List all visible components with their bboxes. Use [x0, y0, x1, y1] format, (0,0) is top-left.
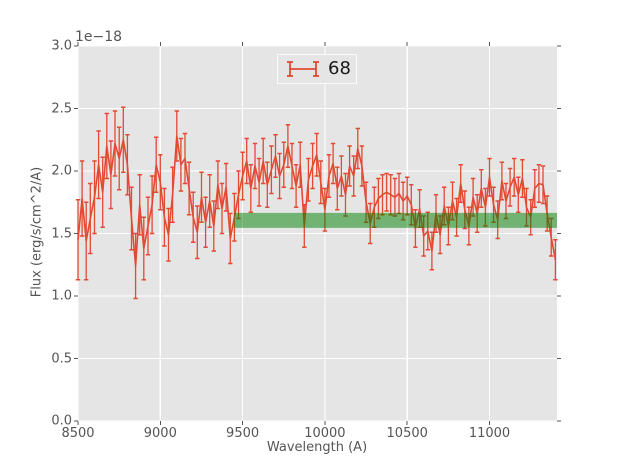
spectrum-line	[77, 135, 557, 267]
y-axis-offset-label: 1e−18	[75, 29, 123, 45]
y-axis-label: Flux (erg/s/cm^2/A)	[29, 166, 45, 298]
y-tick-label: 1.0	[51, 288, 72, 304]
y-tick-label: 2.0	[51, 163, 72, 179]
legend-label: 68	[328, 58, 351, 79]
confidence-band	[234, 212, 557, 228]
errorbar-legend-icon	[287, 61, 319, 77]
legend: 68	[277, 54, 357, 84]
x-tick-label: 9000	[143, 426, 177, 441]
x-tick-label: 10000	[304, 426, 346, 441]
x-tick-label: 8500	[61, 426, 95, 441]
x-tick-label: 11000	[468, 426, 511, 441]
x-tick-label: 10500	[386, 426, 428, 441]
y-tick-label: 1.5	[51, 226, 72, 241]
y-tick-label: 0.0	[51, 413, 72, 429]
x-tick-label: 9500	[226, 426, 260, 441]
y-tick-label: 0.5	[51, 351, 72, 366]
y-tick-label: 3.0	[51, 38, 72, 54]
tick-marks	[74, 42, 561, 425]
x-axis-label: Wavelength (A)	[266, 440, 368, 455]
errorbar-caps	[75, 106, 558, 300]
y-tick-label: 2.5	[51, 101, 72, 116]
